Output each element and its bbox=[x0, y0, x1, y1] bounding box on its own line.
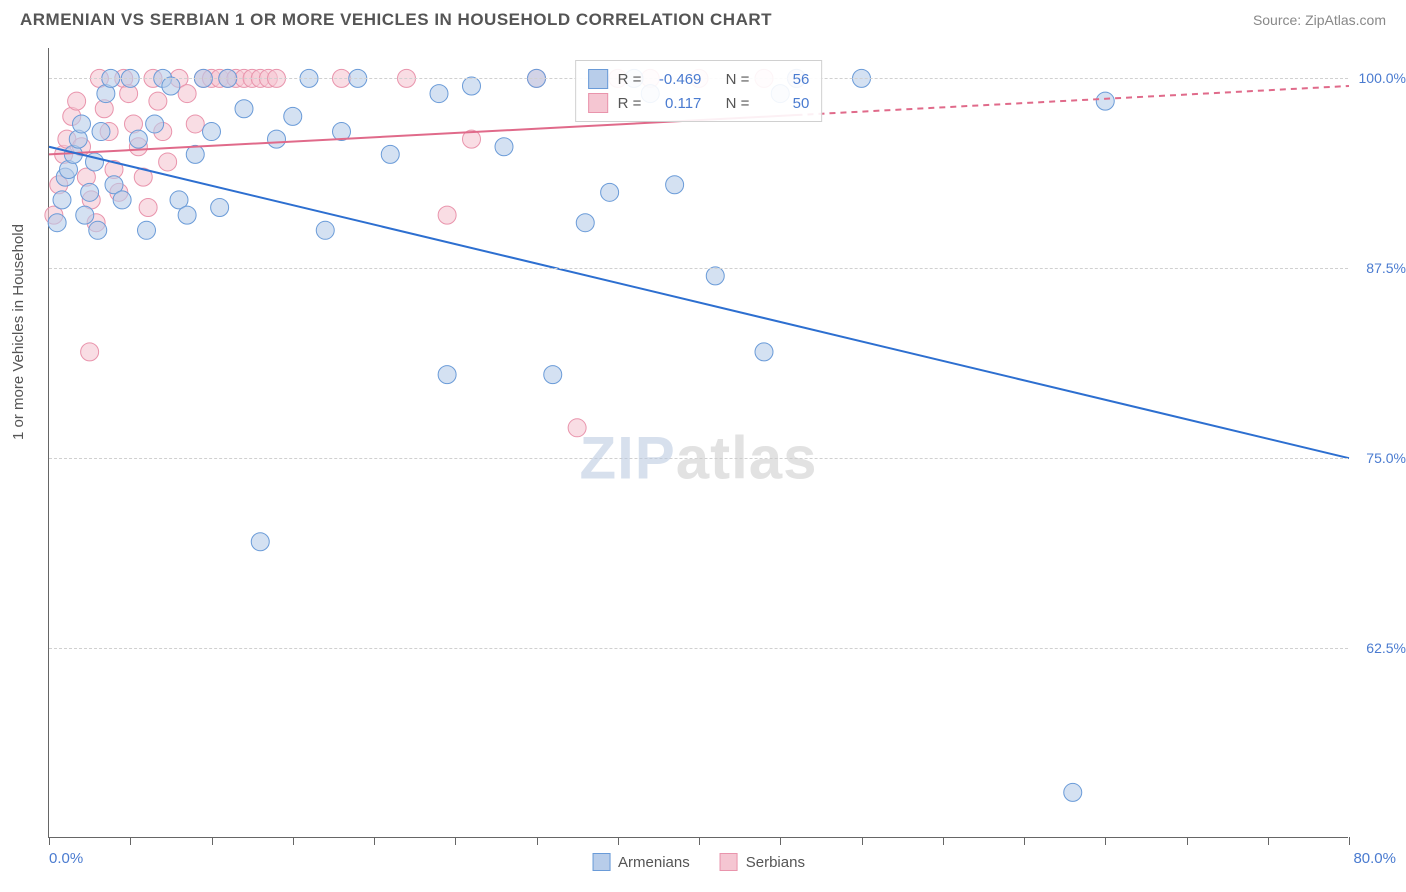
x-tick bbox=[1268, 837, 1269, 845]
y-tick-label: 62.5% bbox=[1366, 640, 1406, 656]
data-point bbox=[666, 176, 684, 194]
gridline bbox=[49, 268, 1348, 269]
data-point bbox=[129, 130, 147, 148]
x-tick bbox=[699, 837, 700, 845]
x-tick bbox=[455, 837, 456, 845]
r-prefix: R = bbox=[618, 71, 642, 88]
x-tick bbox=[212, 837, 213, 845]
x-tick bbox=[1024, 837, 1025, 845]
data-point bbox=[463, 77, 481, 95]
legend-row-serbians: R = 0.117 N = 50 bbox=[588, 91, 810, 115]
source-label: Source: ZipAtlas.com bbox=[1253, 12, 1386, 28]
y-axis-label: 1 or more Vehicles in Household bbox=[10, 224, 27, 440]
data-point bbox=[92, 123, 110, 141]
y-tick-label: 75.0% bbox=[1366, 450, 1406, 466]
data-point bbox=[568, 419, 586, 437]
y-tick-label: 100.0% bbox=[1359, 70, 1406, 86]
data-point bbox=[316, 221, 334, 239]
data-point bbox=[113, 191, 131, 209]
data-point bbox=[381, 145, 399, 163]
y-tick-label: 87.5% bbox=[1366, 260, 1406, 276]
x-axis-min-label: 0.0% bbox=[49, 850, 83, 867]
data-point bbox=[438, 206, 456, 224]
x-tick bbox=[780, 837, 781, 845]
serbians-r-value: 0.117 bbox=[651, 95, 701, 112]
gridline bbox=[49, 458, 1348, 459]
data-point bbox=[162, 77, 180, 95]
data-point bbox=[576, 214, 594, 232]
armenians-label: Armenians bbox=[618, 854, 690, 871]
legend-item-armenians: Armenians bbox=[592, 853, 690, 871]
data-point bbox=[706, 267, 724, 285]
data-point bbox=[755, 343, 773, 361]
armenians-swatch-icon bbox=[588, 69, 608, 89]
data-point bbox=[211, 199, 229, 217]
data-point bbox=[81, 343, 99, 361]
legend-row-armenians: R = -0.469 N = 56 bbox=[588, 67, 810, 91]
armenians-n-value: 56 bbox=[759, 71, 809, 88]
x-tick bbox=[943, 837, 944, 845]
armenians-r-value: -0.469 bbox=[651, 71, 701, 88]
x-tick bbox=[1349, 837, 1350, 845]
data-point bbox=[186, 145, 204, 163]
chart-plot-area: ZIPatlas R = -0.469 N = 56 R = 0.117 N =… bbox=[48, 48, 1348, 838]
data-point bbox=[203, 123, 221, 141]
data-point bbox=[178, 206, 196, 224]
x-tick bbox=[374, 837, 375, 845]
serbians-label: Serbians bbox=[746, 854, 805, 871]
data-point bbox=[178, 85, 196, 103]
correlation-legend: R = -0.469 N = 56 R = 0.117 N = 50 bbox=[575, 60, 823, 122]
data-point bbox=[495, 138, 513, 156]
data-point bbox=[438, 366, 456, 384]
x-tick bbox=[49, 837, 50, 845]
data-point bbox=[159, 153, 177, 171]
chart-title: ARMENIAN VS SERBIAN 1 OR MORE VEHICLES I… bbox=[20, 10, 772, 30]
serbians-n-value: 50 bbox=[759, 95, 809, 112]
x-tick bbox=[1105, 837, 1106, 845]
data-point bbox=[89, 221, 107, 239]
n-prefix: N = bbox=[726, 71, 750, 88]
armenians-swatch-icon bbox=[592, 853, 610, 871]
data-point bbox=[544, 366, 562, 384]
data-point bbox=[53, 191, 71, 209]
legend-item-serbians: Serbians bbox=[720, 853, 805, 871]
x-tick bbox=[618, 837, 619, 845]
gridline bbox=[49, 648, 1348, 649]
data-point bbox=[146, 115, 164, 133]
data-point bbox=[1096, 92, 1114, 110]
x-axis-max-label: 80.0% bbox=[1353, 850, 1396, 867]
serbians-swatch-icon bbox=[588, 93, 608, 113]
data-point bbox=[251, 533, 269, 551]
data-point bbox=[186, 115, 204, 133]
scatter-svg bbox=[49, 48, 1348, 837]
r-prefix: R = bbox=[618, 95, 642, 112]
data-point bbox=[430, 85, 448, 103]
x-tick bbox=[130, 837, 131, 845]
data-point bbox=[235, 100, 253, 118]
data-point bbox=[48, 214, 66, 232]
serbians-swatch-icon bbox=[720, 853, 738, 871]
data-point bbox=[76, 206, 94, 224]
data-point bbox=[601, 183, 619, 201]
x-tick bbox=[862, 837, 863, 845]
trend-line-extrapolated bbox=[797, 86, 1350, 115]
x-tick bbox=[1187, 837, 1188, 845]
x-tick bbox=[537, 837, 538, 845]
data-point bbox=[73, 115, 91, 133]
series-legend: Armenians Serbians bbox=[592, 853, 805, 871]
data-point bbox=[1064, 783, 1082, 801]
trend-line bbox=[49, 147, 1349, 458]
x-tick bbox=[293, 837, 294, 845]
data-point bbox=[81, 183, 99, 201]
data-point bbox=[139, 199, 157, 217]
n-prefix: N = bbox=[726, 95, 750, 112]
data-point bbox=[284, 107, 302, 125]
data-point bbox=[68, 92, 86, 110]
data-point bbox=[138, 221, 156, 239]
data-point bbox=[149, 92, 167, 110]
data-point bbox=[268, 130, 286, 148]
